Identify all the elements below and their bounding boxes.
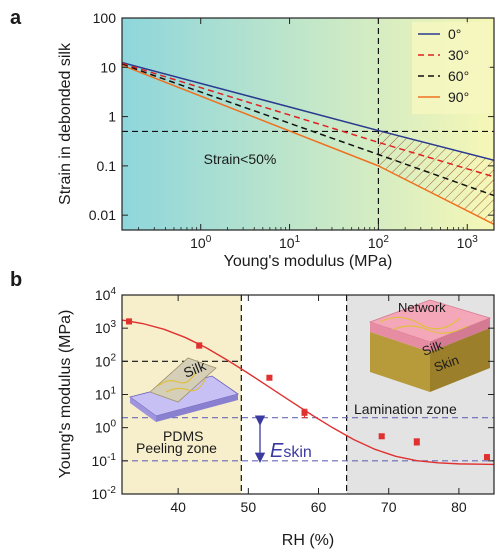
- inset-network-label: Network: [398, 300, 446, 315]
- panel-letter-a: a: [10, 7, 22, 29]
- annotation-strain: Strain<50%: [204, 151, 277, 167]
- inset-silk-label-2: Silk: [420, 337, 445, 358]
- e-skin-label: Eskin: [270, 440, 312, 462]
- y-tick-label-a: 0.1: [97, 158, 117, 174]
- y-tick-label-b: 100: [95, 419, 117, 436]
- legend-label-1: 30°: [448, 47, 469, 63]
- e-skin-arrow: Eskin: [254, 415, 312, 464]
- y-tick-label-b: 104: [95, 286, 117, 303]
- x-axis-label-a: Young's modulus (MPa): [224, 253, 393, 270]
- inset-network-silk-skin: Network Silk Skin: [368, 299, 492, 392]
- y-axis-label-a: Strain in debonded silk: [57, 42, 74, 205]
- x-tick-label-a: 103: [457, 234, 479, 251]
- y-axis-label-b: Young's modulus (MPa): [57, 310, 74, 479]
- plot-frame-a: [121, 17, 495, 231]
- data-point: [301, 409, 308, 416]
- data-point: [378, 433, 385, 440]
- x-tick-label-a: 102: [368, 234, 390, 251]
- x-tick-label-a: 100: [190, 234, 212, 251]
- y-tick-label-a: 1: [108, 109, 116, 125]
- chart-panel-a: 100 101 102 103 0.01 0.1 1 10 100 Strain<50% 0° 3…: [57, 10, 495, 270]
- y-tick-label-a: 100: [93, 10, 117, 26]
- y-tick-label-b: 10-1: [92, 452, 117, 469]
- x-axis-label-b: RH (%): [282, 532, 334, 549]
- fit-curve: [122, 319, 494, 466]
- y-tick-label-b: 101: [95, 386, 117, 403]
- inset-silk-pdms: Silk PDMS: [129, 357, 239, 444]
- series-line-3: [122, 64, 494, 226]
- x-tick-label-b: 80: [451, 499, 467, 515]
- data-point: [196, 342, 203, 349]
- y-tick-label-b: 102: [95, 352, 117, 369]
- hatched-region: [378, 130, 494, 225]
- x-tick-label-b: 70: [381, 499, 397, 515]
- y-tick-label-b: 103: [95, 319, 117, 336]
- y-tick-label-a: 10: [100, 59, 116, 75]
- legend-label-2: 60°: [448, 68, 469, 84]
- x-tick-label-b: 60: [311, 499, 327, 515]
- x-tick-label-b: 40: [170, 499, 186, 515]
- data-point: [126, 318, 133, 325]
- chart-panel-b: Silk PDMS Network Silk Skin 40 50 60 70 80 10…: [57, 286, 495, 549]
- x-tick-label-a: 101: [279, 234, 301, 251]
- series-line-2: [122, 63, 494, 197]
- series-line-0: [122, 61, 494, 161]
- data-point: [266, 374, 273, 381]
- y-tick-label-a: 0.01: [89, 207, 116, 223]
- inset-pdms-label: PDMS: [163, 428, 203, 444]
- panel-letter-b: b: [10, 269, 22, 291]
- x-tick-label-b: 50: [241, 499, 257, 515]
- data-point: [483, 454, 490, 461]
- legend-label-0: 0°: [448, 26, 461, 42]
- legend: 0° 30° 60° 90°: [412, 22, 490, 114]
- data-point: [413, 438, 420, 445]
- legend-label-3: 90°: [448, 89, 469, 105]
- zone-label-lamination: Lamination zone: [354, 401, 457, 417]
- y-tick-label-b: 10-2: [92, 485, 117, 502]
- zone-label-peeling: Peeling zone: [136, 440, 217, 456]
